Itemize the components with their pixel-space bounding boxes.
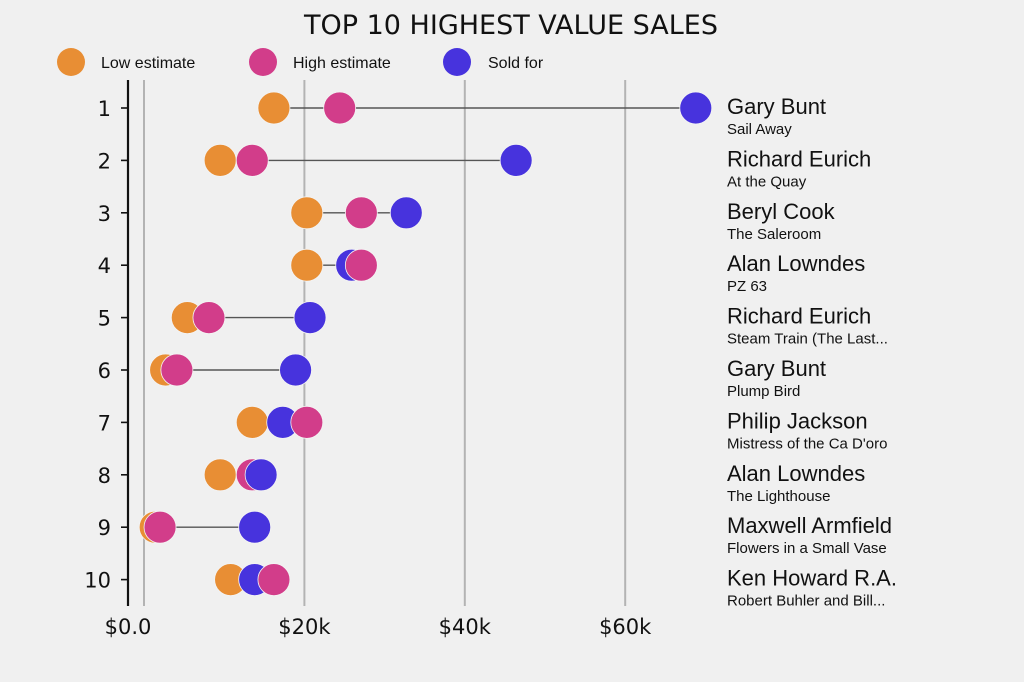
x-tick-label-0: $0.0 [105,615,152,639]
artist-name: Richard Eurich [727,146,871,171]
artist-name: Gary Bunt [727,94,826,119]
dot-sold [244,458,278,492]
artist-name: Alan Lowndes [727,461,865,486]
dot-low [235,405,269,439]
y-tick-label: 10 [84,569,111,593]
artwork-title: PZ 63 [727,278,767,295]
connector-lines [155,107,696,581]
legend-label-sold: Sold for [488,55,544,72]
y-tick-label: 8 [98,464,111,488]
dot-low [290,196,324,230]
artist-name: Maxwell Armfield [727,513,892,538]
artist-name: Gary Bunt [727,356,826,381]
dot-sold [293,301,327,335]
x-tick-label-1: $20k [278,615,331,639]
dot-low [257,91,291,125]
dot-high [143,510,177,544]
legend-marker-low [57,48,85,76]
y-tick-label: 9 [98,516,111,540]
dot-high [344,248,378,282]
y-tick-label: 3 [98,202,111,226]
dot-high [235,143,269,177]
dot-sold [279,353,312,387]
dot-sold [499,143,533,177]
artist-name: Philip Jackson [727,408,868,433]
artwork-title: Sail Away [727,121,792,138]
artwork-title: Plump Bird [727,383,800,400]
legend-marker-sold [443,48,471,76]
x-tick-label-2: $40k [439,615,492,639]
row-labels: Gary Bunt Sail Away Richard Eurich At the Q… [727,94,897,610]
artwork-title: At the Quay [727,173,807,190]
artist-name: Beryl Cook [727,199,836,224]
y-tick-label: 5 [98,307,111,331]
dot-high [257,563,291,596]
y-tick-label: 1 [98,97,111,121]
y-tick-label: 2 [98,149,111,173]
dot-sold [389,196,423,230]
x-axis: $0.0 $20k $40k $60k [105,615,653,639]
dot-high [290,405,324,439]
legend: Low estimate High estimate Sold for [57,48,544,76]
artwork-title: Robert Buhler and Bill... [727,593,885,610]
artwork-title: Flowers in a Small Vase [727,540,887,557]
y-tick-label: 7 [98,411,111,435]
dot-high [323,91,357,125]
legend-label-low: Low estimate [101,55,195,72]
chart-title: TOP 10 HIGHEST VALUE SALES [303,10,718,41]
artist-name: Ken Howard R.A. [727,566,897,591]
dot-high [192,301,226,335]
y-tick-label: 6 [98,359,111,383]
artwork-title: The Lighthouse [727,488,830,505]
artist-name: Richard Eurich [727,304,871,329]
y-tick-label: 4 [98,254,111,278]
artwork-title: Steam Train (The Last... [727,331,888,348]
dot-high [344,196,378,230]
data-points [138,91,713,596]
dot-low [290,248,324,282]
dot-high [160,353,194,387]
artwork-title: Mistress of the Ca D'oro [727,435,887,452]
artwork-title: The Saleroom [727,226,821,243]
legend-label-high: High estimate [293,55,391,72]
x-tick-label-3: $60k [599,615,652,639]
dot-low [203,143,237,177]
dot-low [203,458,237,492]
dot-sold [238,510,272,544]
legend-marker-high [249,48,277,76]
dot-sold [679,91,713,125]
artist-name: Alan Lowndes [727,251,865,276]
y-axis: 1 2 3 4 5 6 7 8 9 10 [84,80,130,606]
